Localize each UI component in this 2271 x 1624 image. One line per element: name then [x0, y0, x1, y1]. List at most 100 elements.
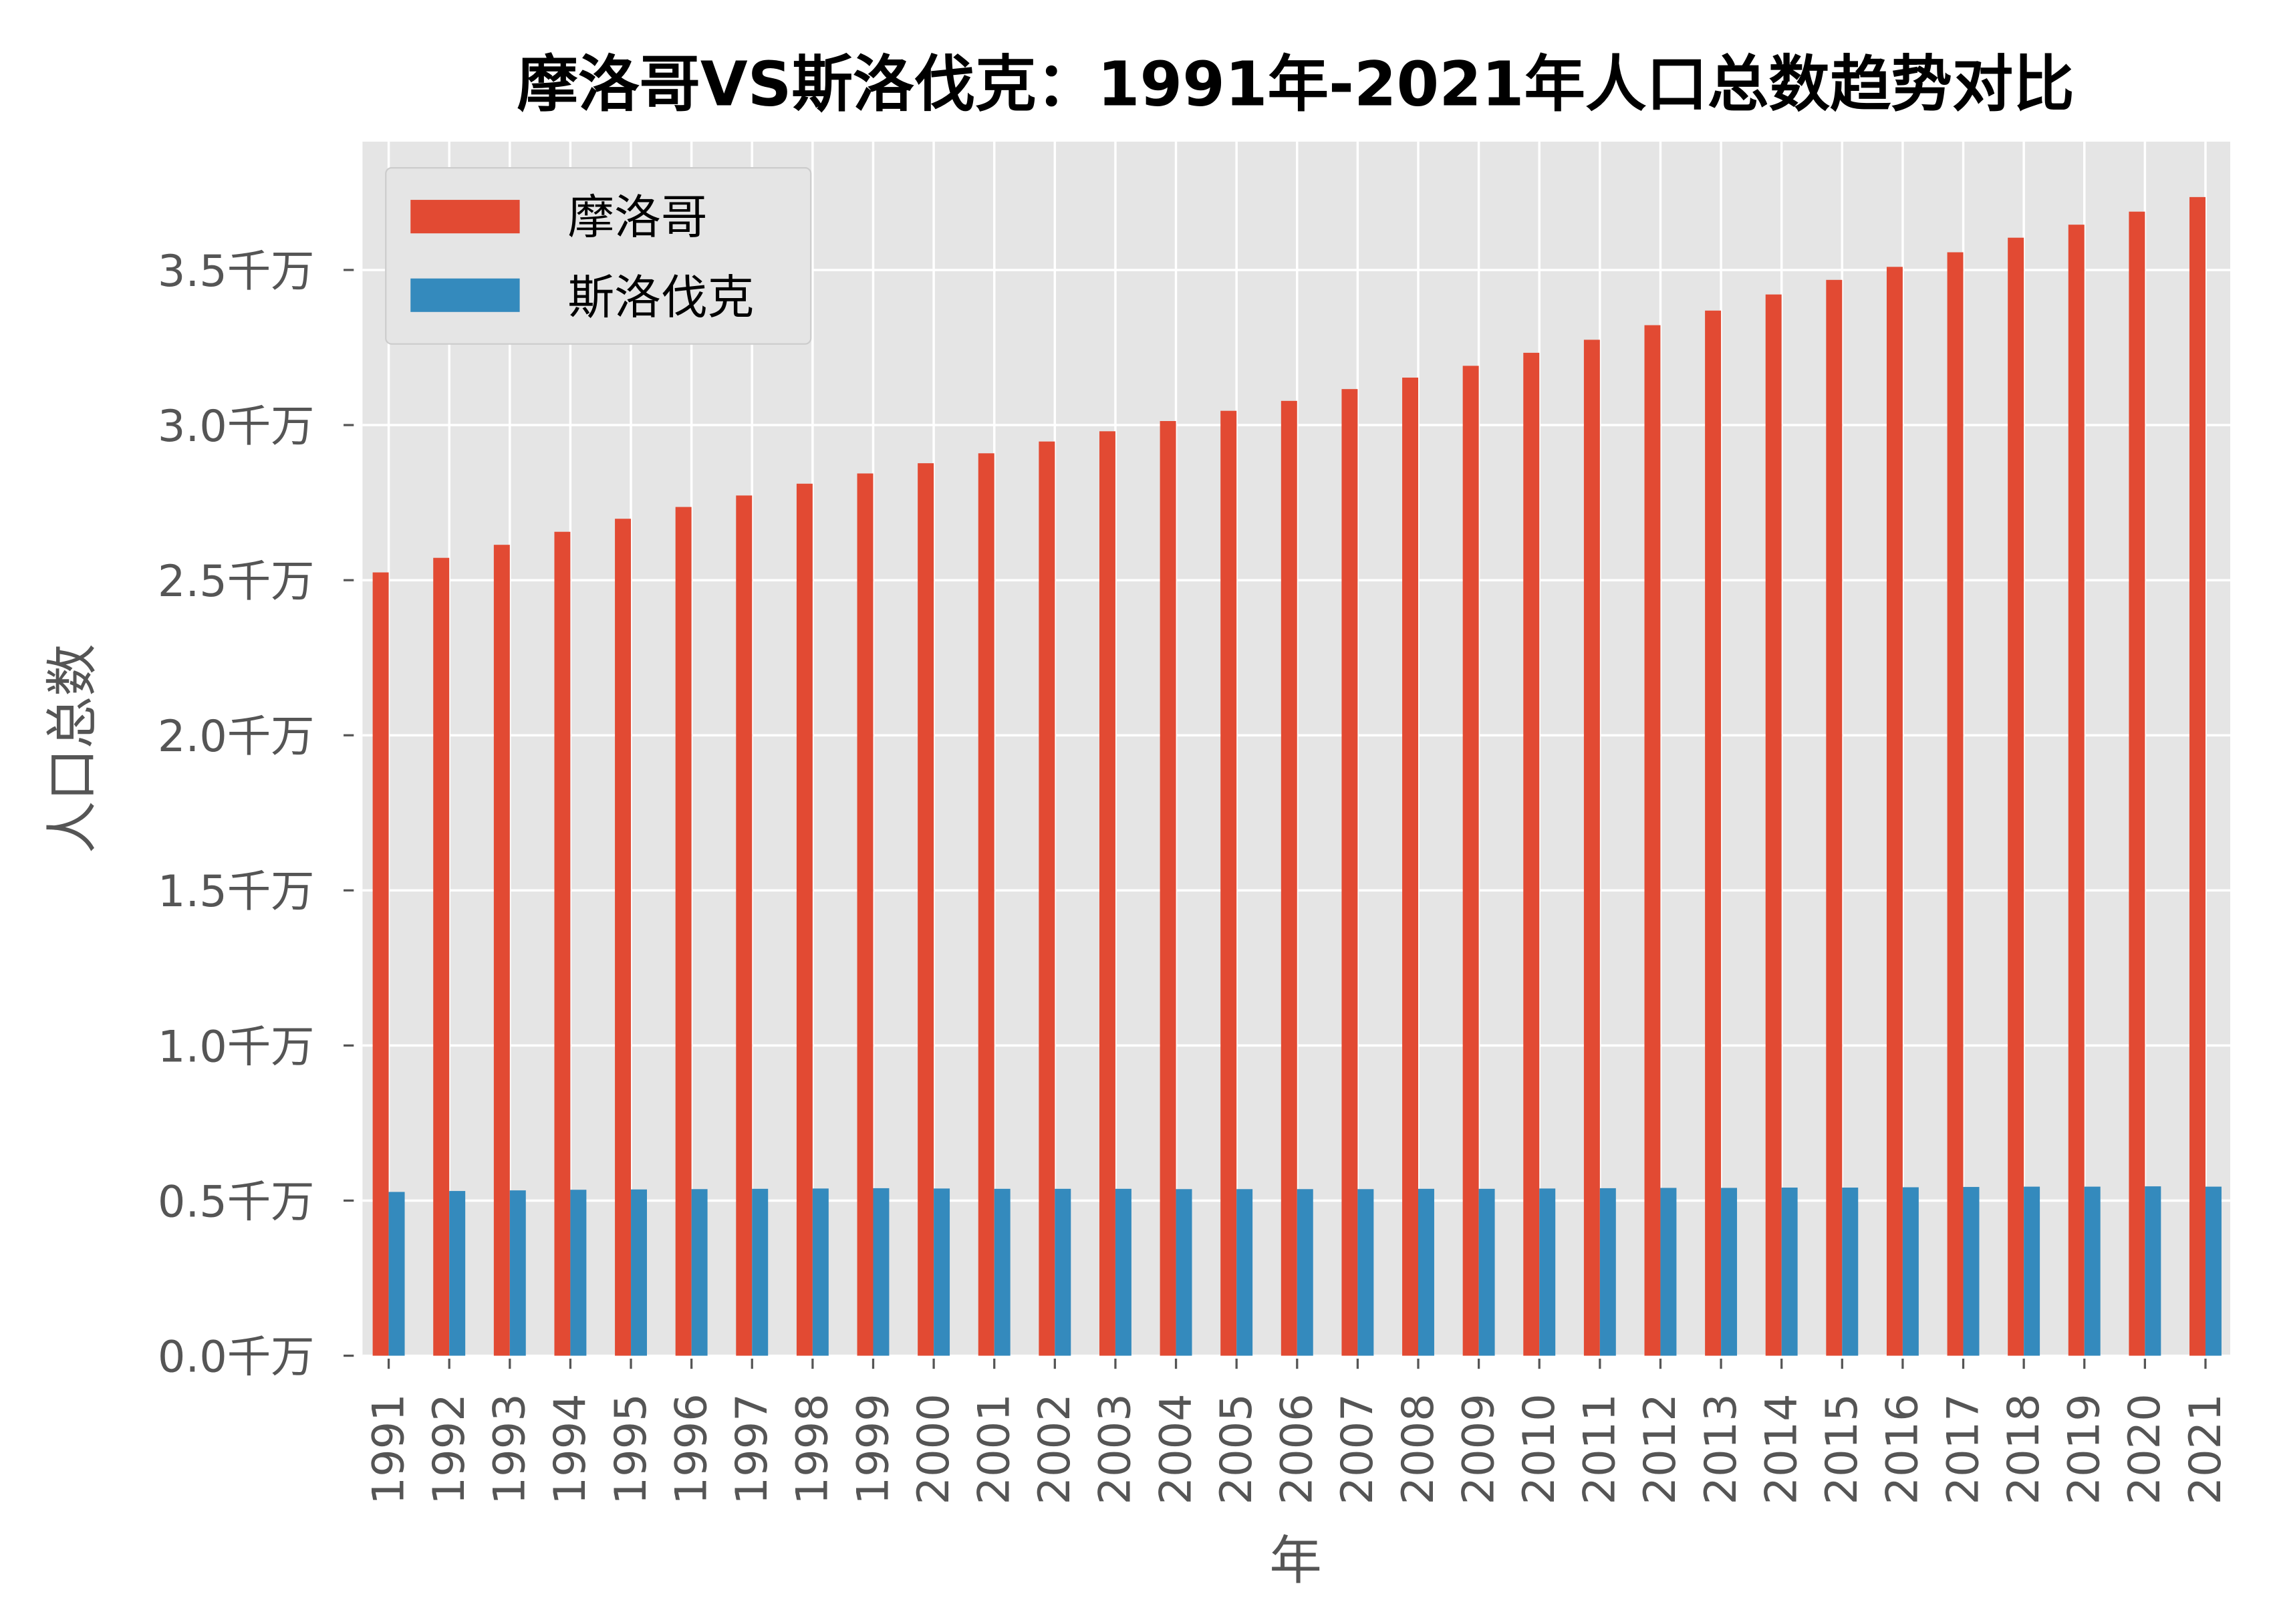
- bar-morocco: [433, 557, 450, 1356]
- x-tick-label: 1999: [847, 1393, 898, 1504]
- x-tick-label: 1994: [545, 1393, 595, 1504]
- bar-slovakia: [1236, 1189, 1253, 1356]
- bar-slovakia: [449, 1191, 466, 1356]
- y-tick-label: 0.0千万: [158, 1332, 315, 1383]
- y-tick-label: 0.5千万: [158, 1176, 315, 1227]
- y-tick-label: 2.0千万: [158, 711, 315, 762]
- x-tick-label: 2014: [1756, 1393, 1807, 1504]
- bar-morocco: [1765, 294, 1782, 1356]
- x-tick-label: 2017: [1938, 1393, 1988, 1504]
- x-tick-label: 2013: [1696, 1393, 1746, 1504]
- bar-slovakia: [752, 1188, 769, 1356]
- x-tick-label: 2001: [968, 1393, 1019, 1504]
- legend-swatch-morocco: [410, 200, 520, 234]
- x-tick-label: 1998: [787, 1393, 838, 1504]
- x-tick-label: 2020: [2119, 1393, 2170, 1504]
- bar-morocco: [736, 495, 753, 1356]
- bar-morocco: [978, 453, 994, 1356]
- x-tick-label: 2018: [1998, 1393, 2049, 1504]
- bar-slovakia: [509, 1190, 526, 1356]
- bar-slovakia: [934, 1188, 950, 1356]
- bar-morocco: [2068, 225, 2085, 1356]
- x-tick-label: 1992: [424, 1393, 475, 1504]
- x-tick-label: 2010: [1514, 1393, 1565, 1504]
- bar-slovakia: [691, 1189, 708, 1356]
- bar-slovakia: [631, 1189, 647, 1356]
- bar-morocco: [1523, 352, 1540, 1356]
- bar-slovakia: [1963, 1187, 1980, 1356]
- bar-morocco: [1705, 310, 1722, 1356]
- bar-morocco: [1160, 420, 1176, 1356]
- x-tick-label: 2008: [1393, 1393, 1444, 1504]
- x-tick-label: 2004: [1150, 1393, 1201, 1504]
- x-tick-label: 2012: [1635, 1393, 1686, 1504]
- bar-slovakia: [1055, 1188, 1071, 1356]
- x-tick-label: 1997: [726, 1393, 777, 1504]
- bar-morocco: [554, 531, 571, 1356]
- x-tick-label: 2005: [1211, 1393, 1262, 1504]
- bar-morocco: [2129, 211, 2145, 1356]
- x-tick-label: 2002: [1029, 1393, 1080, 1504]
- bar-morocco: [675, 507, 692, 1356]
- legend-swatch-slovakia: [410, 278, 520, 312]
- x-tick-label: 2011: [1575, 1393, 1625, 1504]
- y-tick-label: 3.5千万: [158, 246, 315, 297]
- y-axis-label: 人口总数: [42, 644, 103, 853]
- bar-slovakia: [2145, 1186, 2161, 1356]
- x-tick-label: 2021: [2180, 1393, 2231, 1504]
- y-tick-label: 2.5千万: [158, 556, 315, 607]
- x-tick-label: 2016: [1877, 1393, 1928, 1504]
- bar-morocco: [372, 572, 389, 1356]
- bar-morocco: [1644, 325, 1661, 1356]
- x-tick-label: 2006: [1272, 1393, 1323, 1504]
- bar-morocco: [1886, 267, 1903, 1356]
- bar-morocco: [1281, 400, 1297, 1356]
- bar-morocco: [1462, 366, 1479, 1356]
- bar-slovakia: [2084, 1186, 2101, 1356]
- bar-morocco: [796, 483, 813, 1356]
- legend: 摩洛哥 斯洛伐克: [385, 167, 812, 345]
- bar-slovakia: [1781, 1187, 1798, 1356]
- bar-slovakia: [388, 1192, 405, 1356]
- bar-slovakia: [1297, 1189, 1313, 1356]
- bar-morocco: [857, 473, 874, 1356]
- chart-title: 摩洛哥VS斯洛伐克：1991年-2021年人口总数趋势对比: [517, 48, 2074, 120]
- bar-morocco: [1826, 279, 1843, 1356]
- bar-slovakia: [1478, 1188, 1495, 1356]
- bar-slovakia: [1418, 1188, 1434, 1356]
- y-tick-label: 3.0千万: [158, 401, 315, 452]
- bar-slovakia: [1115, 1188, 1131, 1356]
- bar-slovakia: [570, 1190, 587, 1356]
- bar-slovakia: [2205, 1186, 2222, 1356]
- bar-morocco: [1341, 389, 1358, 1356]
- y-tick-label: 1.0千万: [158, 1021, 315, 1072]
- bar-morocco: [1220, 410, 1237, 1356]
- bar-morocco: [1583, 340, 1600, 1356]
- x-tick-label: 1995: [606, 1393, 656, 1504]
- bar-morocco: [918, 463, 934, 1356]
- bar-slovakia: [812, 1188, 829, 1356]
- bar-slovakia: [994, 1188, 1011, 1356]
- bar-morocco: [1947, 252, 1964, 1356]
- bar-slovakia: [1842, 1187, 1859, 1356]
- bar-morocco: [1099, 431, 1115, 1356]
- bar-morocco: [2008, 237, 2024, 1356]
- y-tick-label: 1.5千万: [158, 866, 315, 917]
- legend-label-slovakia: 斯洛伐克: [568, 271, 755, 325]
- bar-morocco: [2189, 196, 2206, 1356]
- bar-slovakia: [1176, 1189, 1192, 1356]
- x-tick-label: 2019: [2059, 1393, 2110, 1504]
- bar-morocco: [615, 519, 632, 1356]
- x-tick-label: 2007: [1332, 1393, 1383, 1504]
- bar-slovakia: [2024, 1186, 2040, 1356]
- x-tick-label: 2009: [1453, 1393, 1504, 1504]
- bar-slovakia: [1902, 1187, 1919, 1356]
- bar-morocco: [1402, 378, 1419, 1356]
- x-tick-label: 1996: [666, 1393, 716, 1504]
- bar-morocco: [493, 545, 510, 1356]
- legend-label-morocco: 摩洛哥: [568, 190, 708, 245]
- x-tick-label: 1991: [363, 1393, 414, 1504]
- x-tick-label: 1993: [485, 1393, 535, 1504]
- x-tick-label: 2000: [908, 1393, 959, 1504]
- bar-slovakia: [1357, 1189, 1374, 1356]
